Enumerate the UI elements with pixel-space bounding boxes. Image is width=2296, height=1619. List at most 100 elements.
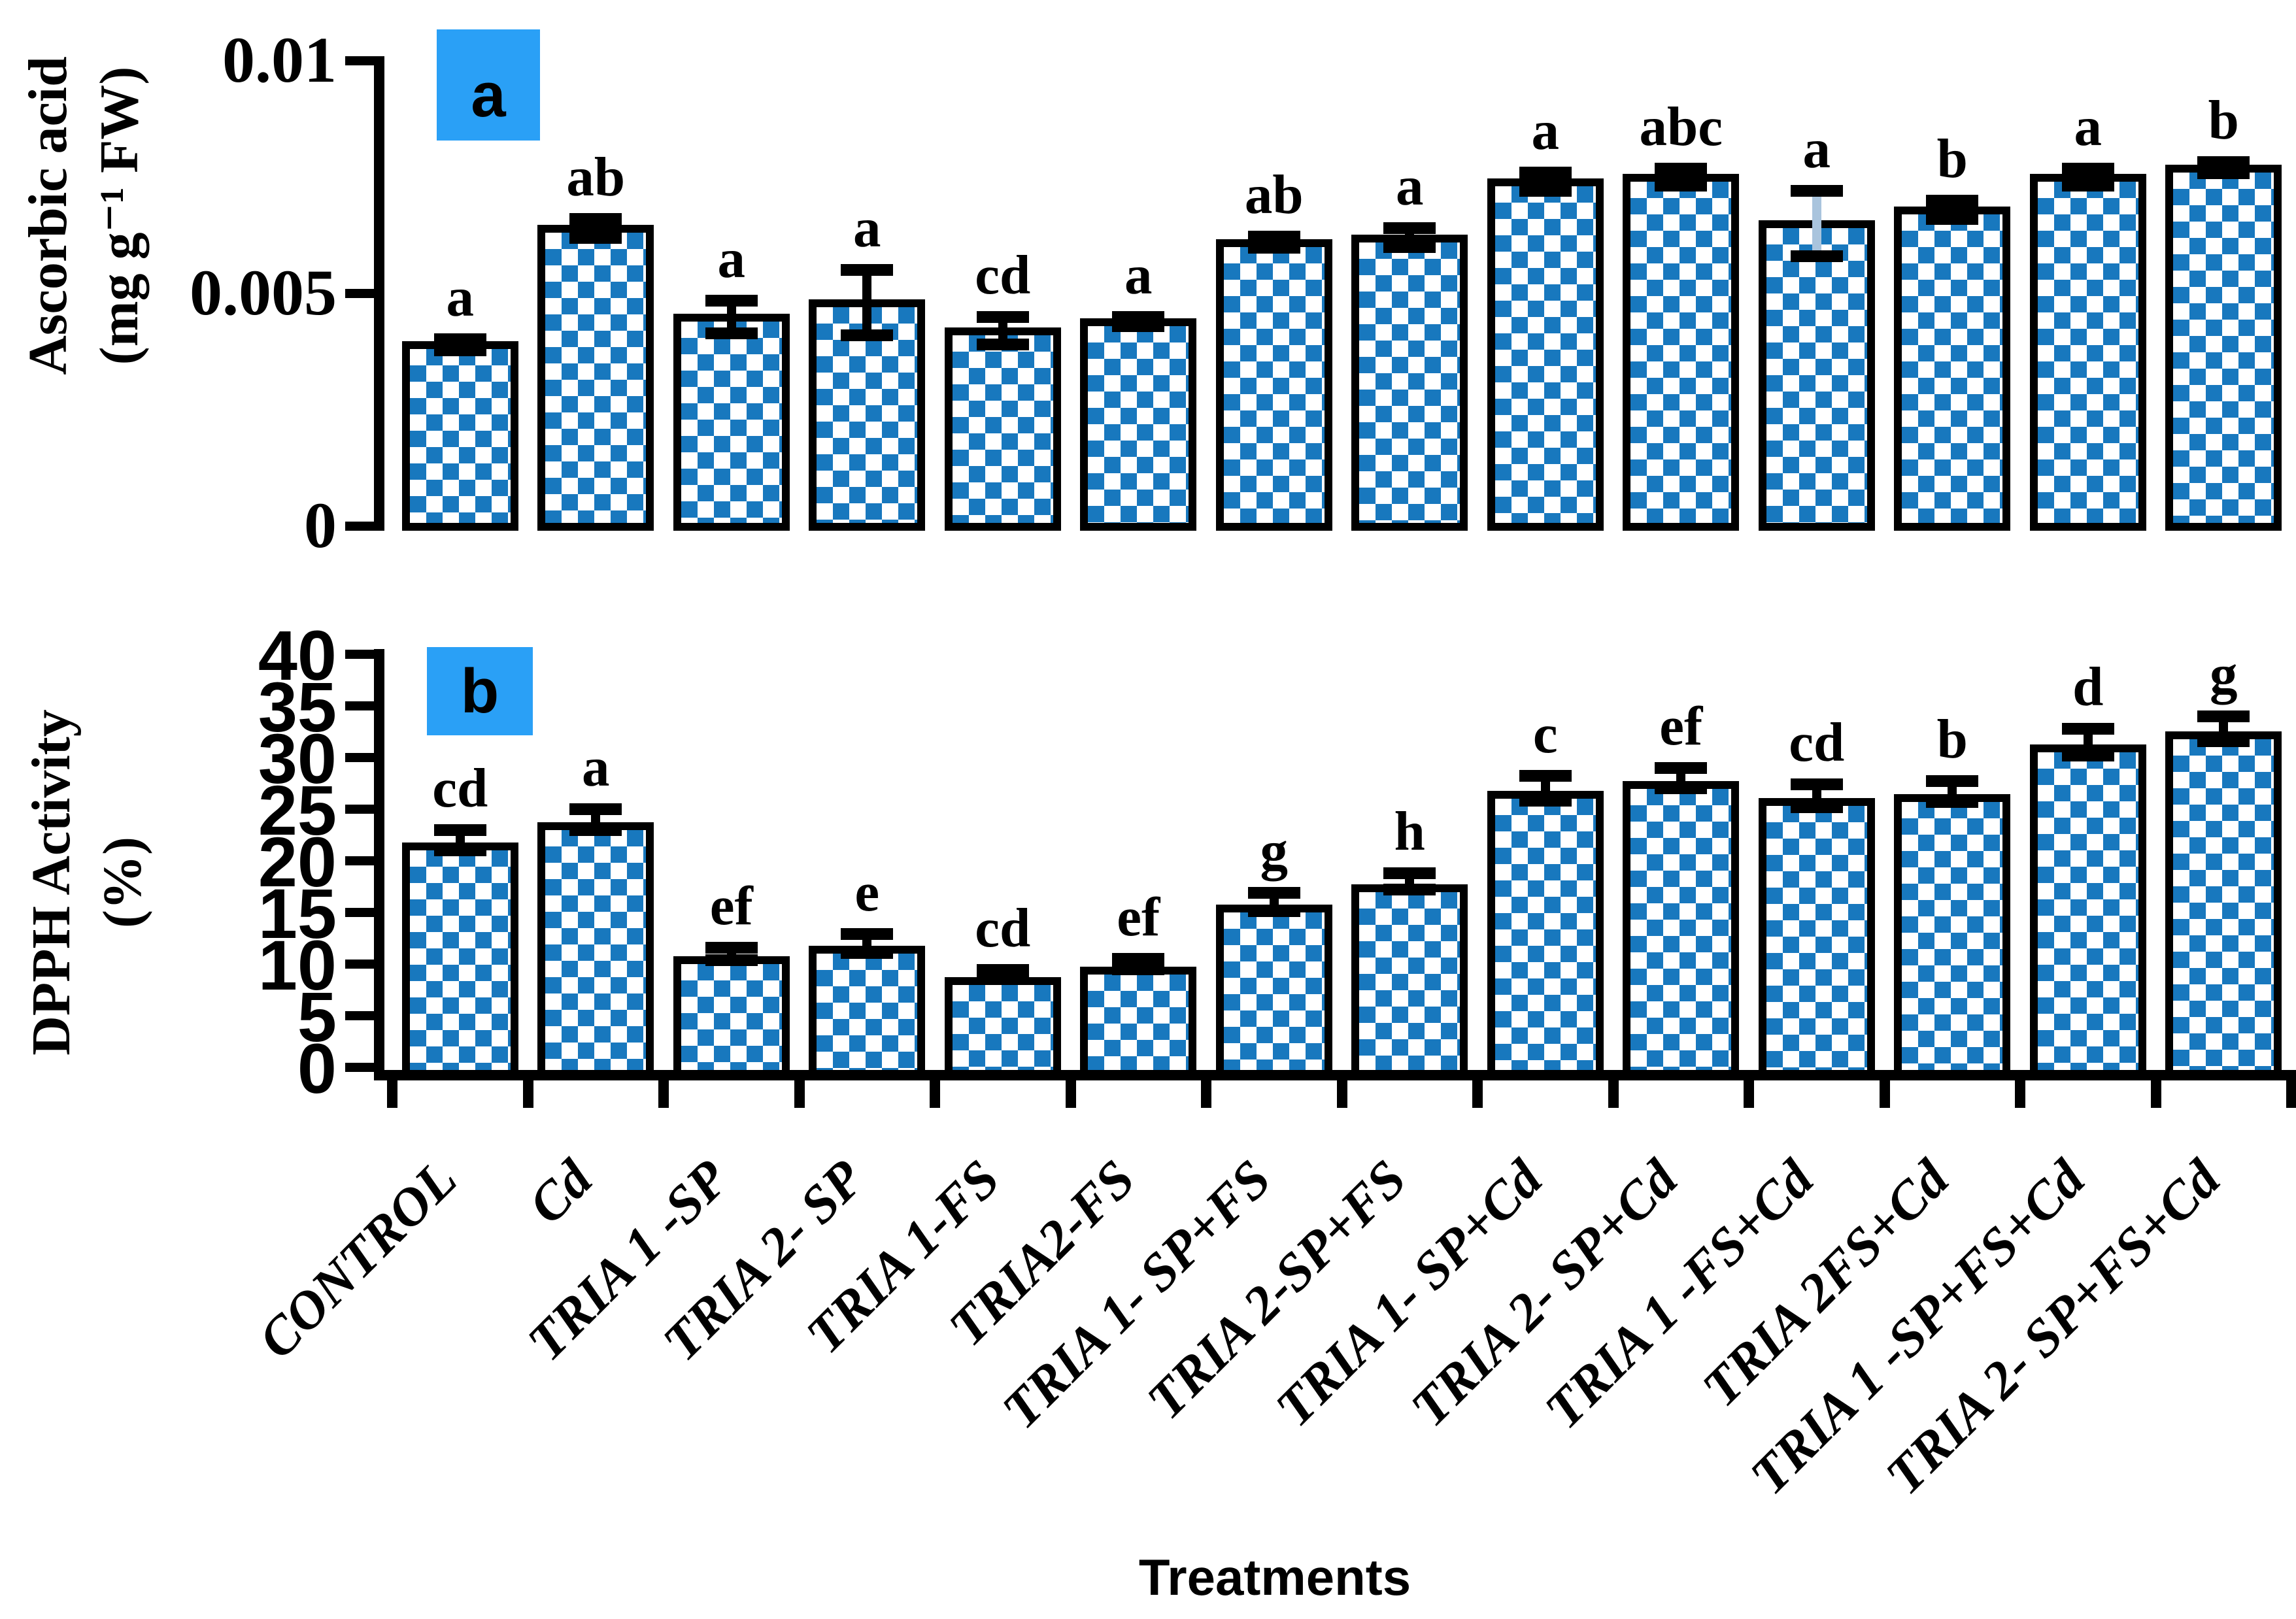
- error-bar-cap-top: [1790, 185, 1843, 197]
- error-bar-cap-bottom: [1383, 241, 1436, 253]
- panel-a-y-tick-label: 0.005: [190, 256, 337, 329]
- significance-letter: d: [2072, 656, 2104, 718]
- error-bar-cap-top: [1926, 194, 1979, 207]
- error-bar-cap-top: [705, 941, 758, 954]
- error-bar-line: [998, 316, 1007, 345]
- significance-letter: b: [1936, 709, 1968, 771]
- significance-letter: e: [854, 861, 880, 924]
- error-bar-cap-top: [2197, 156, 2250, 169]
- error-bar-cap-top: [841, 264, 894, 276]
- significance-letter: ef: [1659, 695, 1703, 757]
- error-bar-cap-top: [976, 310, 1029, 323]
- bar-TRIA 1 -SP+FS+Cd: [2029, 744, 2146, 1078]
- x-axis-tick: [1065, 1080, 1076, 1108]
- bar-TRIA 2- SP+FS+Cd: [2165, 164, 2282, 531]
- bar-TRIA 1 -FS+Cd: [1758, 220, 1875, 531]
- bar-TRIA 2- SP+Cd: [1623, 174, 1740, 531]
- error-bar-cap-top: [569, 213, 622, 225]
- significance-letter: cd: [1789, 712, 1845, 774]
- bar-TRIA 1- SP+Cd: [1487, 178, 1604, 531]
- bar-TRIA 2FS+Cd: [1894, 206, 2011, 531]
- x-axis-title: Treatments: [1138, 1548, 1411, 1606]
- significance-letter: a: [1396, 156, 1424, 218]
- error-bar-cap-bottom: [569, 231, 622, 244]
- bar-Cd: [537, 822, 654, 1078]
- panel-b-y-tick: [345, 650, 374, 659]
- error-bar-cap-bottom: [976, 973, 1029, 985]
- error-bar-cap-top: [2061, 722, 2114, 735]
- error-bar-cap-bottom: [841, 329, 894, 342]
- error-bar-cap-top: [2197, 710, 2250, 722]
- error-bar-cap-top: [2061, 163, 2114, 175]
- x-axis-tick: [794, 1080, 805, 1108]
- bar-TRIA 2FS+Cd: [1894, 794, 2011, 1078]
- error-bar-line: [1812, 191, 1821, 257]
- bar-TRIA 2- SP+Cd: [1623, 780, 1740, 1078]
- panel-b-y-tick: [345, 701, 374, 710]
- error-bar-cap-bottom: [1519, 185, 1572, 197]
- panel-a-y-tick-label: 0: [304, 489, 337, 561]
- panel-b-y-tick-label: 5: [297, 977, 337, 1056]
- significance-letter: b: [1936, 127, 1968, 190]
- x-axis-tick: [2015, 1080, 2025, 1108]
- x-axis-tick: [522, 1080, 533, 1108]
- significance-letter: g: [1260, 820, 1289, 882]
- bar-TRIA 2-SP+FS: [1351, 234, 1468, 531]
- significance-letter: a: [582, 737, 610, 798]
- panel-b-y-tick: [345, 805, 374, 814]
- error-bar-line: [1540, 776, 1550, 801]
- error-bar-cap-bottom: [1926, 795, 1979, 808]
- error-bar-cap-bottom: [1112, 320, 1165, 332]
- x-axis-tick: [1744, 1080, 1754, 1108]
- error-bar-cap-bottom: [2197, 735, 2250, 747]
- error-bar-cap-bottom: [1247, 905, 1300, 918]
- panel-b-y-axis-title-line1: DPPH Activity: [21, 709, 82, 1056]
- significance-letter: a: [446, 266, 475, 328]
- error-bar-cap-top: [841, 928, 894, 941]
- x-axis-tick: [1879, 1080, 1890, 1108]
- error-bar-cap-bottom: [1790, 250, 1843, 263]
- error-bar-cap-bottom: [1926, 213, 1979, 225]
- significance-letter: cd: [975, 244, 1031, 306]
- error-bar-cap-bottom: [1112, 963, 1165, 975]
- panel-b-label-letter: b: [460, 656, 499, 726]
- error-bar-cap-top: [1655, 761, 1708, 774]
- significance-letter: abc: [1639, 96, 1723, 158]
- error-bar-cap-bottom: [433, 344, 486, 356]
- panel-a-y-tick: [345, 289, 374, 298]
- panel-b-y-tick: [345, 1011, 374, 1020]
- error-bar-cap-top: [1519, 770, 1572, 782]
- bar-TRIA 1-FS: [944, 327, 1061, 531]
- bar-TRIA 2- SP+FS+Cd: [2165, 731, 2282, 1078]
- panel-b-y-tick: [345, 1063, 374, 1072]
- significance-letter: ef: [1117, 886, 1160, 948]
- bar-TRIA 1-FS: [944, 976, 1061, 1078]
- panel-b-y-tick-label: 10: [258, 926, 337, 1005]
- significance-letter: b: [2208, 90, 2239, 152]
- panel-b-y-tick: [345, 908, 374, 917]
- panel-a-y-tick: [345, 56, 374, 65]
- panel-b-y-tick-label: 25: [258, 771, 337, 850]
- bar-TRIA 2- SP: [809, 946, 926, 1078]
- panel-b-y-tick-label: 0: [297, 1029, 337, 1108]
- panel-b-y-tick-label: 40: [258, 616, 337, 695]
- x-axis-tick: [658, 1080, 669, 1108]
- panel-a-y-tick: [345, 522, 374, 531]
- panel-b-y-tick: [345, 960, 374, 969]
- panel-a-label-letter: a: [471, 60, 506, 130]
- bar-TRIA 1- SP+FS: [1215, 905, 1332, 1078]
- bar-TRIA 1 -SP: [673, 313, 790, 531]
- panel-b-y-axis-line: [374, 649, 384, 1080]
- error-bar-cap-bottom: [2197, 167, 2250, 180]
- error-bar-cap-bottom: [705, 954, 758, 966]
- bar-TRIA2-FS: [1080, 318, 1197, 531]
- x-axis-tick: [930, 1080, 940, 1108]
- x-axis-tick: [1608, 1080, 1619, 1108]
- x-axis-tick: [1472, 1080, 1483, 1108]
- error-bar-line: [2083, 728, 2093, 756]
- error-bar-line: [862, 270, 872, 336]
- error-bar-cap-bottom: [569, 824, 622, 836]
- bar-CONTROL: [401, 843, 518, 1078]
- panel-a-label-box: a: [437, 29, 540, 141]
- significance-letter: h: [1394, 800, 1425, 862]
